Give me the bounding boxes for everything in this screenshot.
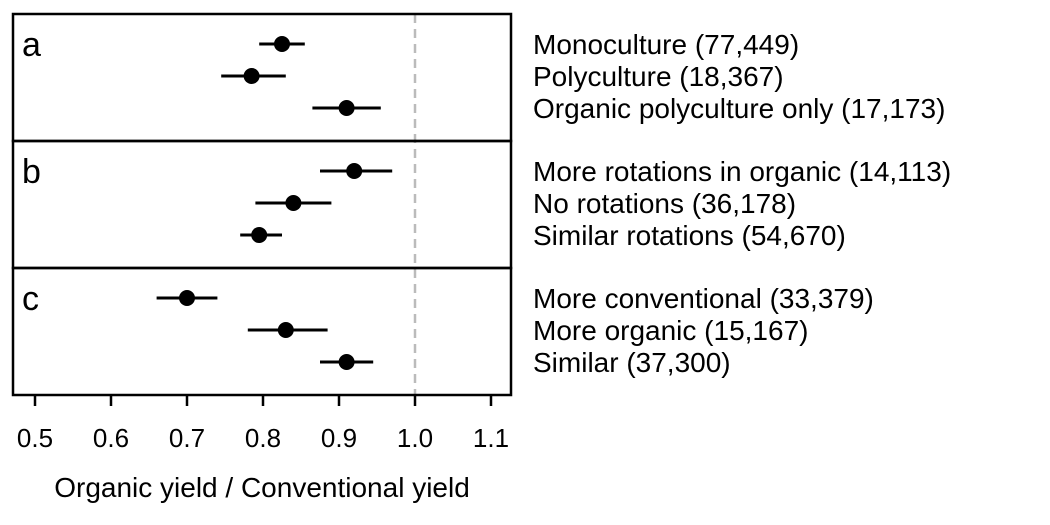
point-estimate — [277, 322, 294, 338]
data-marks — [156, 36, 393, 370]
point-estimate — [338, 354, 355, 370]
point-estimate — [285, 195, 302, 211]
x-tick-label: 1.1 — [473, 423, 509, 453]
row-label: No rotations (36,178) — [533, 188, 796, 219]
x-tick-label: 0.9 — [321, 423, 357, 453]
x-tick-label: 1.0 — [397, 423, 433, 453]
point-estimate — [338, 100, 355, 116]
row-label: Organic polyculture only (17,173) — [533, 93, 945, 124]
row-label: More rotations in organic (14,113) — [533, 156, 951, 187]
row-label: Polyculture (18,367) — [533, 61, 784, 92]
row-label: Similar rotations (54,670) — [533, 220, 846, 251]
row-label: More organic (15,167) — [533, 315, 808, 346]
row-label: Monoculture (77,449) — [533, 29, 799, 60]
x-tick-label: 0.8 — [245, 423, 281, 453]
panel-label-a: a — [22, 26, 41, 64]
row-label: Similar (37,300) — [533, 347, 731, 378]
x-tick-label: 0.5 — [17, 423, 53, 453]
point-estimate — [179, 290, 195, 306]
point-estimate — [243, 68, 260, 84]
panel-label-b: b — [22, 153, 41, 191]
panel-label-c: c — [22, 280, 39, 318]
row-labels: a Monoculture (77,449)Polyculture (18,367… — [22, 26, 951, 378]
point-estimate — [346, 163, 363, 179]
row-label: More conventional (33,379) — [533, 283, 874, 314]
x-tick-label: 0.7 — [169, 423, 205, 453]
x-axis: 0.5 0.6 0.7 0.8 0.9 1.0 1.1 — [17, 395, 509, 453]
x-axis-title: Organic yield / Conventional yield — [54, 472, 470, 503]
point-estimate — [251, 227, 268, 243]
x-tick-label: 0.6 — [93, 423, 129, 453]
point-estimate — [274, 36, 290, 52]
